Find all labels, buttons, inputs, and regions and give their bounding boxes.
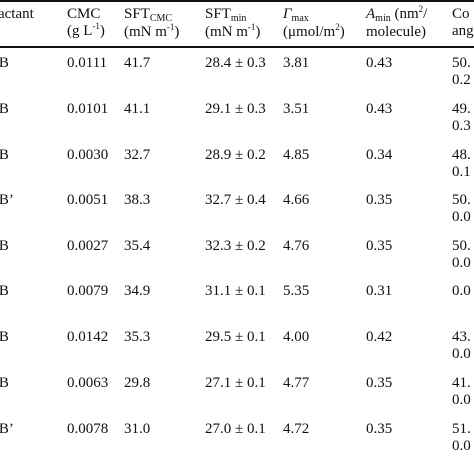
row-surfactant: DB [0,283,9,299]
row-a-min: 0.35 [366,375,393,391]
row-cmc: 0.0030 [67,147,109,163]
row-surfactant: DB [0,329,9,345]
header-sft-cmc: SFTCMC (mN m-1) [124,6,180,40]
row-surfactant: DB [0,238,9,254]
row-a-min: 0.35 [366,238,393,254]
row-sft-min: 29.1 ± 0.3 [205,101,266,117]
row-sft-cmc: 29.8 [124,375,151,391]
row-a-min: 0.43 [366,55,393,71]
row-surfactant: DB’ [0,421,14,437]
table-header-rule [0,46,474,48]
row-cmc: 0.0101 [67,101,109,117]
row-a-min: 0.34 [366,147,393,163]
row-sft-min: 29.5 ± 0.1 [205,329,266,345]
row-surfactant: DB [0,101,9,117]
row-sft-cmc: 35.4 [124,238,151,254]
header-contact-angle: Co ang [452,6,474,39]
row-sft-min: 32.7 ± 0.4 [205,192,266,208]
header-cmc: CMC (g L-1) [67,6,105,39]
row-gamma-max: 4.72 [283,421,310,437]
row-sft-cmc: 32.7 [124,147,151,163]
row-sft-min: 27.1 ± 0.1 [205,375,266,391]
row-a-min: 0.43 [366,101,393,117]
row-sft-cmc: 34.9 [124,283,151,299]
row-sft-min: 28.4 ± 0.3 [205,55,266,71]
row-cmc: 0.0142 [67,329,109,345]
row-gamma-max: 5.35 [283,283,310,299]
row-sft-cmc: 38.3 [124,192,151,208]
row-a-min: 0.31 [366,283,393,299]
row-cmc: 0.0051 [67,192,109,208]
row-surfactant: DB’ [0,192,14,208]
row-a-min: 0.35 [366,421,393,437]
row-cmc: 0.0111 [67,55,108,71]
table-top-rule [0,0,474,2]
row-gamma-max: 4.76 [283,238,310,254]
row-a-min: 0.42 [366,329,393,345]
row-contact-angle: 48. 0.1 [452,147,471,180]
row-contact-angle: 43. 0.0 [452,329,471,362]
row-contact-angle: 49. 0.3 [452,101,471,134]
row-cmc: 0.0078 [67,421,109,437]
row-surfactant: DB [0,375,9,391]
header-sft-min: SFTmin (mN m-1) [205,6,261,40]
row-sft-min: 28.9 ± 0.2 [205,147,266,163]
row-surfactant: DB [0,147,9,163]
row-cmc: 0.0027 [67,238,109,254]
row-a-min: 0.35 [366,192,393,208]
row-contact-angle: 0.0 [452,283,471,299]
row-sft-cmc: 31.0 [124,421,151,437]
row-sft-min: 32.3 ± 0.2 [205,238,266,254]
row-gamma-max: 4.77 [283,375,310,391]
row-contact-angle: 50. 0.0 [452,192,471,225]
row-sft-cmc: 41.7 [124,55,151,71]
header-gamma-max: Γmax (μmol/m2) [283,6,345,40]
row-sft-cmc: 35.3 [124,329,151,345]
row-gamma-max: 4.00 [283,329,310,345]
header-surfactant: rfactant [0,6,34,22]
row-gamma-max: 4.85 [283,147,310,163]
row-contact-angle: 41. 0.0 [452,375,471,408]
row-cmc: 0.0063 [67,375,109,391]
row-gamma-max: 3.81 [283,55,310,71]
row-cmc: 0.0079 [67,283,109,299]
row-contact-angle: 51. 0.0 [452,421,471,454]
row-sft-min: 31.1 ± 0.1 [205,283,266,299]
row-gamma-max: 3.51 [283,101,310,117]
row-sft-min: 27.0 ± 0.1 [205,421,266,437]
row-sft-cmc: 41.1 [124,101,151,117]
header-a-min: Amin (nm2/ molecule) [366,4,428,40]
row-gamma-max: 4.66 [283,192,310,208]
row-contact-angle: 50. 0.0 [452,238,471,271]
row-contact-angle: 50. 0.2 [452,55,471,88]
row-surfactant: DB [0,55,9,71]
